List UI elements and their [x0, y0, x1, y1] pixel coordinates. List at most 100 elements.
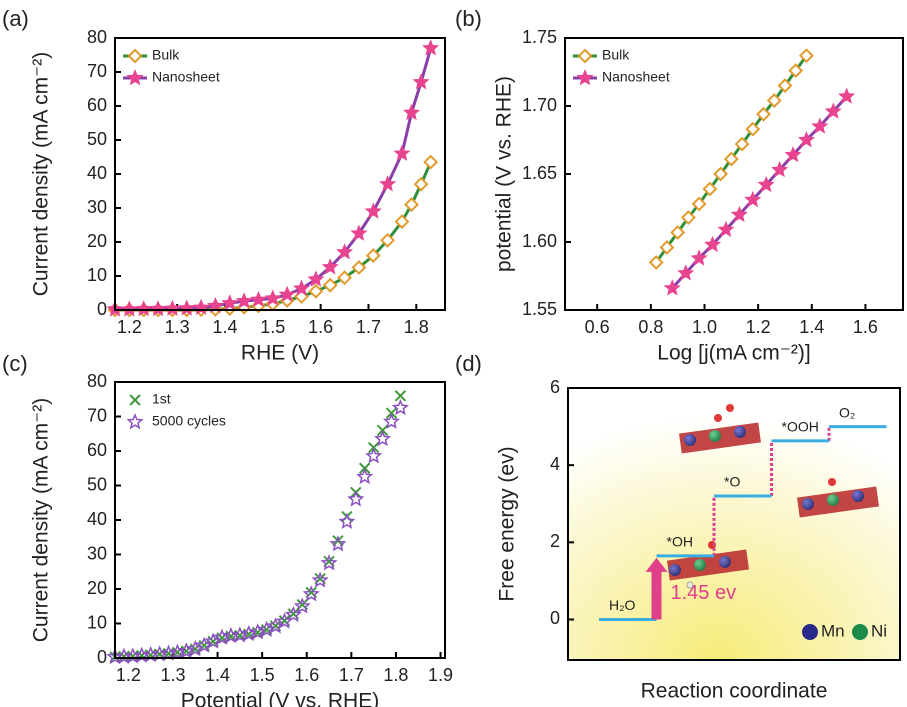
y-tick-label: 2	[550, 531, 560, 551]
marker	[382, 412, 400, 429]
marker	[691, 196, 707, 212]
marker	[723, 151, 739, 167]
marker	[293, 597, 311, 614]
plot-frame	[114, 381, 446, 659]
x-tick-label: 0.8	[638, 317, 663, 337]
y-tick-label: 1.60	[522, 231, 557, 251]
marker	[329, 535, 347, 552]
y-tick-label: 30	[87, 197, 107, 217]
marker	[670, 225, 686, 240]
legend-marker	[576, 69, 594, 86]
y-tick-label: 4	[550, 454, 560, 474]
marker	[322, 277, 338, 293]
legend-marker	[127, 48, 143, 64]
y-tick-label: 60	[87, 95, 107, 115]
x-tick-label: 1.6	[308, 317, 333, 337]
marker	[160, 644, 178, 661]
x-tick-label: 1.6	[294, 665, 319, 685]
y-tick-label: 20	[87, 231, 107, 251]
y-tick-label: 50	[87, 474, 107, 494]
marker	[221, 294, 239, 311]
plot-frame	[564, 37, 904, 311]
marker	[413, 176, 429, 192]
panel-label: (c)	[2, 351, 28, 376]
level-label: H₂O	[609, 597, 636, 613]
marker	[412, 73, 430, 90]
x-tick-label: 1.4	[205, 665, 230, 685]
marker	[365, 248, 381, 264]
marker	[777, 78, 793, 94]
marker	[784, 146, 802, 163]
x-axis-title: Log [j(mA cm⁻²)]	[657, 342, 810, 365]
marker	[135, 300, 153, 317]
marker	[347, 490, 365, 507]
marker	[663, 279, 681, 296]
marker	[824, 102, 842, 119]
y-tick-label: 0	[550, 608, 560, 628]
x-tick-label: 1.3	[160, 665, 185, 685]
y-tick-label: 40	[87, 509, 107, 529]
marker	[374, 429, 392, 447]
marker	[168, 643, 186, 660]
marker	[690, 249, 708, 266]
marker	[771, 160, 789, 178]
x-tick-label: 1.5	[260, 317, 285, 337]
y-tick-label: 70	[87, 61, 107, 81]
level-label: *OOH	[782, 419, 819, 435]
series-line	[115, 47, 433, 311]
marker	[734, 136, 750, 152]
marker	[422, 39, 440, 56]
plot-frame	[567, 387, 901, 661]
marker	[713, 166, 729, 182]
x-axis-title: RHE (V)	[241, 342, 319, 365]
level-label: O₂	[839, 404, 855, 420]
x-axis-title: Potential (V vs. RHE)	[181, 690, 379, 707]
legend-label: 1st	[152, 391, 171, 407]
panel-label: (b)	[455, 6, 482, 31]
marker	[788, 63, 804, 79]
y-axis-title: potential (V vs. RHE)	[493, 76, 516, 272]
marker	[838, 87, 856, 104]
marker	[393, 144, 411, 161]
marker	[351, 260, 367, 275]
marker	[404, 197, 419, 213]
x-tick-label: 0.6	[585, 317, 610, 337]
marker	[356, 467, 374, 485]
marker	[163, 299, 181, 316]
legend-marker	[126, 413, 144, 430]
y-tick-label: 1.65	[522, 163, 557, 183]
marker	[394, 390, 407, 402]
marker	[321, 258, 339, 275]
marker	[717, 220, 735, 237]
marker	[149, 300, 167, 317]
marker	[320, 554, 338, 571]
y-axis-title: Current density (mA cm⁻²)	[30, 398, 53, 642]
legend-label: 5000 cycles	[152, 413, 226, 429]
legend-marker	[852, 624, 868, 640]
y-axis-title: Current density (mA cm⁻²)	[30, 52, 53, 296]
legend-label: Nanosheet	[152, 69, 220, 85]
marker	[391, 398, 409, 416]
molecule-decoration	[666, 404, 880, 589]
legend-marker	[577, 48, 593, 64]
marker	[231, 626, 249, 643]
y-tick-label: 0	[97, 299, 107, 319]
marker	[365, 447, 383, 464]
marker	[124, 647, 142, 664]
x-tick-label: 1.6	[853, 317, 878, 337]
marker	[680, 210, 696, 225]
marker	[744, 190, 762, 208]
legend-label: Nanosheet	[602, 69, 670, 85]
step-annotation: 1.45 ev	[671, 582, 737, 604]
marker	[659, 240, 675, 255]
y-tick-label: 60	[87, 440, 107, 460]
marker	[756, 106, 771, 122]
marker	[797, 131, 815, 148]
legend-label: Ni	[871, 621, 887, 640]
x-tick-label: 1.8	[383, 665, 408, 685]
marker	[311, 571, 329, 588]
legend-label: Bulk	[152, 47, 180, 63]
level-label: *O	[724, 474, 740, 490]
marker	[364, 202, 382, 219]
